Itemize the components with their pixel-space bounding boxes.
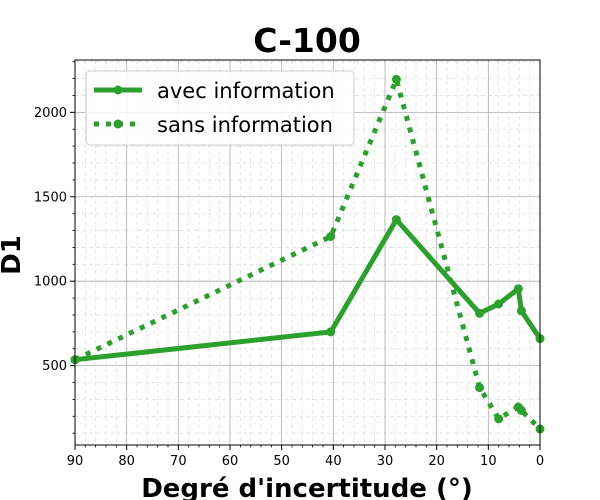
y-tick-label: 1500 (34, 190, 67, 205)
x-axis-label: Degré d'incertitude (°) (141, 474, 473, 500)
series-line-sans-information (73, 76, 542, 431)
x-tick-label: 50 (273, 454, 290, 469)
legend-label-avec-information: avec information (157, 79, 335, 103)
data-point-avec-information (391, 215, 401, 225)
x-tick-label: 0 (536, 454, 544, 469)
plot-frame (74, 59, 541, 446)
legend-box (85, 70, 355, 146)
legend-marker-avec-information (113, 85, 123, 95)
data-point-avec-information (513, 284, 523, 294)
x-tick-label: 20 (428, 454, 445, 469)
x-tick-label: 80 (118, 454, 135, 469)
data-point-avec-information (494, 299, 504, 309)
x-tick-label: 70 (170, 454, 187, 469)
x-tick-label: 30 (377, 454, 394, 469)
data-point-sans-information (475, 383, 485, 393)
data-point-sans-information (391, 74, 401, 84)
legend-marker-sans-information (113, 119, 123, 129)
x-tick-label: 90 (67, 454, 84, 469)
data-point-avec-information (475, 308, 485, 318)
y-axis-ticks: 500 1000 1500 2000 (34, 61, 75, 434)
data-point-avec-information (326, 327, 336, 337)
data-point-sans-information (494, 414, 504, 424)
x-tick-label: 40 (325, 454, 342, 469)
y-tick-label: 500 (42, 359, 67, 374)
data-point-sans-information (326, 231, 336, 241)
y-tick-label: 1000 (34, 275, 67, 290)
x-tick-label: 10 (480, 454, 497, 469)
y-tick-label: 2000 (34, 106, 67, 121)
data-point-sans-information (516, 405, 526, 415)
chart-title: C-100 (253, 21, 361, 60)
data-point-avec-information (516, 306, 526, 316)
x-axis-ticks: 90 80 70 60 50 40 30 20 10 0 (67, 445, 544, 469)
legend-label-sans-information: sans information (157, 113, 333, 137)
x-tick-label: 60 (222, 454, 239, 469)
legend: avec information sans information (85, 70, 355, 146)
y-axis-label: D1 (0, 235, 27, 275)
